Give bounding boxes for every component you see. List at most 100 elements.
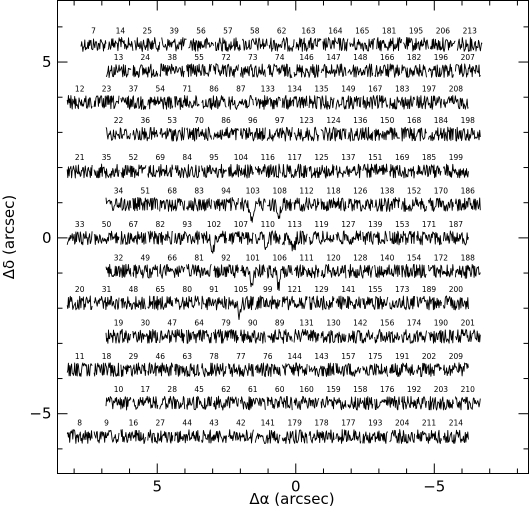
fibre-number-label: 22 (114, 116, 124, 125)
fibre-number-label: 11 (75, 352, 85, 361)
spectrum-trace (401, 126, 427, 142)
fibre-number-label: 37 (129, 85, 139, 94)
fibre-number-label: 123 (299, 116, 314, 125)
fibre-number-label: 116 (261, 153, 276, 162)
spectrum-trace (362, 295, 389, 310)
spectrum-trace (239, 396, 266, 411)
spectrum-trace (186, 197, 212, 212)
spectra-layer (66, 37, 483, 445)
spectrum-trace (281, 429, 308, 444)
fibre-number-label: 78 (209, 352, 219, 361)
spectrum-trace (281, 163, 308, 179)
fibre-number-label: 198 (461, 116, 476, 125)
spectrum-trace (105, 263, 132, 279)
spectrum-trace (362, 163, 388, 178)
x-axis-title: Δα (arcsec) (249, 490, 334, 508)
spectrum-trace (442, 230, 469, 246)
spectrum-trace (147, 164, 174, 178)
spectrum-trace (120, 164, 147, 179)
spectrum-trace (213, 126, 239, 141)
spectrum-trace (161, 37, 187, 52)
fibre-number-label: 120 (326, 253, 341, 262)
fibre-number-label: 142 (353, 318, 368, 327)
fibre-number-label: 203 (434, 385, 449, 394)
spectrum-trace (214, 37, 241, 52)
fibre-number-label: 157 (341, 352, 356, 361)
fibre-number-label: 93 (182, 220, 192, 229)
fibre-number-label: 190 (434, 318, 449, 327)
spectrum-trace (134, 37, 161, 52)
fibre-number-label: 141 (261, 419, 276, 428)
spectrum-trace (389, 95, 416, 110)
fibre-number-label: 27 (156, 419, 166, 428)
spectrum-trace (132, 63, 159, 78)
fibre-number-label: 77 (236, 352, 246, 361)
fibre-number-label: 38 (167, 53, 177, 62)
spectrum-trace (389, 230, 416, 246)
spectrum-trace (293, 328, 320, 343)
fibre-number-label: 25 (143, 27, 153, 36)
spectrum-trace (389, 295, 416, 311)
spectrum-trace (416, 362, 442, 378)
fibre-number-label: 95 (209, 153, 219, 162)
fibre-number-label: 149 (341, 85, 356, 94)
spectrum-trace (349, 37, 376, 52)
spectrum-trace (428, 63, 454, 78)
fibre-number-label: 103 (246, 187, 261, 196)
spectrum-trace (105, 64, 132, 79)
fibre-number-label: 113 (288, 220, 303, 229)
fibre-number-label: 55 (194, 53, 204, 62)
fibre-number-label: 144 (288, 352, 303, 361)
spectrum-trace (347, 63, 374, 78)
fibre-number-label: 86 (209, 85, 219, 94)
fibre-number-label: 94 (221, 187, 231, 196)
fibre-number-label: 160 (299, 385, 314, 394)
spectrum-trace (442, 429, 469, 444)
fibre-number-label: 125 (314, 153, 329, 162)
fibre-number-label: 119 (314, 220, 329, 229)
fibre-number-label: 16 (129, 419, 139, 428)
fibre-number-label: 92 (221, 253, 231, 262)
spectrum-trace (268, 37, 295, 52)
spectrum-trace (213, 63, 239, 78)
spectrum-trace (174, 363, 201, 378)
fibre-number-label: 174 (407, 318, 422, 327)
spectrum-trace (454, 263, 481, 279)
spectrum-trace (442, 163, 469, 179)
fibre-number-label: 140 (380, 253, 395, 262)
fibre-number-label: 130 (326, 318, 341, 327)
spectrum-trace (442, 95, 469, 110)
fibre-number-label: 91 (209, 285, 219, 294)
spectrum-trace (66, 295, 93, 311)
fibre-number-label: 159 (326, 385, 341, 394)
spectrum-trace (320, 126, 347, 142)
x-tick-label: 5 (152, 478, 162, 496)
fibre-number-label: 165 (355, 27, 370, 36)
fibre-number-label: 63 (182, 352, 192, 361)
spectrum-trace (320, 63, 347, 78)
spectrum-trace (120, 231, 147, 245)
spectrum-trace (159, 63, 185, 78)
fibre-number-label: 70 (194, 116, 204, 125)
spectrum-trace (186, 395, 212, 411)
spectrum-trace (227, 295, 254, 321)
fibre-number-label: 167 (368, 85, 383, 94)
spectrum-trace (174, 164, 201, 179)
fibre-number-label: 154 (407, 253, 422, 262)
spectrum-trace (159, 395, 186, 410)
fibre-number-label: 155 (368, 285, 383, 294)
fibre-number-label: 67 (129, 220, 139, 229)
fibre-number-label: 48 (129, 285, 139, 294)
spectrum-trace (201, 163, 227, 178)
spectrum-trace (188, 37, 214, 52)
spectrum-trace (401, 396, 427, 410)
fibre-number-label: 199 (449, 153, 464, 162)
fibre-number-label: 65 (156, 285, 166, 294)
spectrum-trace (254, 429, 281, 445)
fibre-number-label: 19 (114, 318, 124, 327)
spectrum-trace (228, 231, 254, 245)
fibre-number-label: 60 (275, 385, 285, 394)
spectrum-trace (335, 362, 362, 377)
